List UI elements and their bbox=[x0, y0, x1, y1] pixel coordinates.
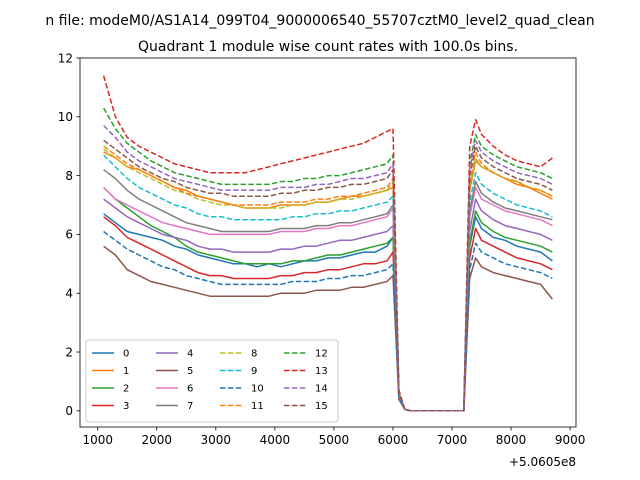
y-tick-label-6: 6 bbox=[65, 228, 73, 242]
series-line-2 bbox=[103, 186, 553, 412]
legend-label-14: 14 bbox=[315, 384, 328, 395]
x-tick-label-1000: 1000 bbox=[82, 433, 113, 447]
series-line-9 bbox=[103, 154, 553, 412]
legend-label-10: 10 bbox=[251, 384, 264, 395]
legend-label-11: 11 bbox=[251, 401, 264, 412]
x-tick-label-9000: 9000 bbox=[555, 433, 586, 447]
legend-label-4: 4 bbox=[187, 349, 193, 360]
series-line-14 bbox=[103, 125, 553, 412]
chart-title: Quadrant 1 module wise count rates with … bbox=[138, 39, 518, 55]
y-tick-label-2: 2 bbox=[65, 345, 73, 359]
legend-label-6: 6 bbox=[187, 384, 193, 395]
series-line-10 bbox=[103, 230, 553, 412]
series-line-11 bbox=[103, 145, 553, 412]
x-tick-label-4000: 4000 bbox=[260, 433, 291, 447]
series-line-7 bbox=[103, 169, 553, 412]
series-line-15 bbox=[103, 139, 553, 412]
x-axis-offset-label: +5.0605e8 bbox=[509, 455, 576, 469]
x-tick-label-7000: 7000 bbox=[437, 433, 468, 447]
axes-layer: 1000 2000 3000 4000 5000 6000 7000 8000 9000 0 2 4 6… bbox=[58, 51, 586, 447]
x-tick-label-5000: 5000 bbox=[319, 433, 350, 447]
y-tick-label-8: 8 bbox=[65, 169, 73, 183]
series-line-8 bbox=[103, 148, 553, 412]
y-tick-label-4: 4 bbox=[65, 287, 73, 301]
x-tick-label-8000: 8000 bbox=[496, 433, 527, 447]
series-layer bbox=[102, 75, 553, 412]
legend-label-12: 12 bbox=[315, 349, 328, 360]
series-line-12 bbox=[102, 107, 553, 412]
legend-label-7: 7 bbox=[187, 401, 193, 412]
legend-label-15: 15 bbox=[315, 401, 328, 412]
y-tick-label-12: 12 bbox=[58, 51, 73, 65]
legend-label-13: 13 bbox=[315, 366, 328, 377]
series-line-6 bbox=[103, 186, 553, 412]
legend-label-1: 1 bbox=[123, 366, 129, 377]
legend-label-8: 8 bbox=[251, 349, 257, 360]
x-tick-label-6000: 6000 bbox=[378, 433, 409, 447]
series-line-4 bbox=[103, 198, 553, 412]
legend-box bbox=[85, 339, 339, 423]
legend-label-3: 3 bbox=[123, 401, 129, 412]
x-tick-label-3000: 3000 bbox=[201, 433, 232, 447]
legend-label-2: 2 bbox=[123, 384, 129, 395]
y-tick-label-0: 0 bbox=[65, 404, 73, 418]
y-tick-label-10: 10 bbox=[58, 110, 73, 124]
series-line-3 bbox=[103, 216, 553, 412]
legend-label-0: 0 bbox=[123, 349, 129, 360]
legend-label-5: 5 bbox=[187, 366, 193, 377]
legend-label-9: 9 bbox=[251, 366, 257, 377]
plot-frame bbox=[79, 57, 577, 428]
series-line-5 bbox=[103, 245, 553, 412]
series-line-13 bbox=[102, 75, 553, 412]
figure-suptitle: n file: modeM0/AS1A14_099T04_9000006540_… bbox=[45, 13, 594, 29]
x-tick-label-2000: 2000 bbox=[141, 433, 172, 447]
